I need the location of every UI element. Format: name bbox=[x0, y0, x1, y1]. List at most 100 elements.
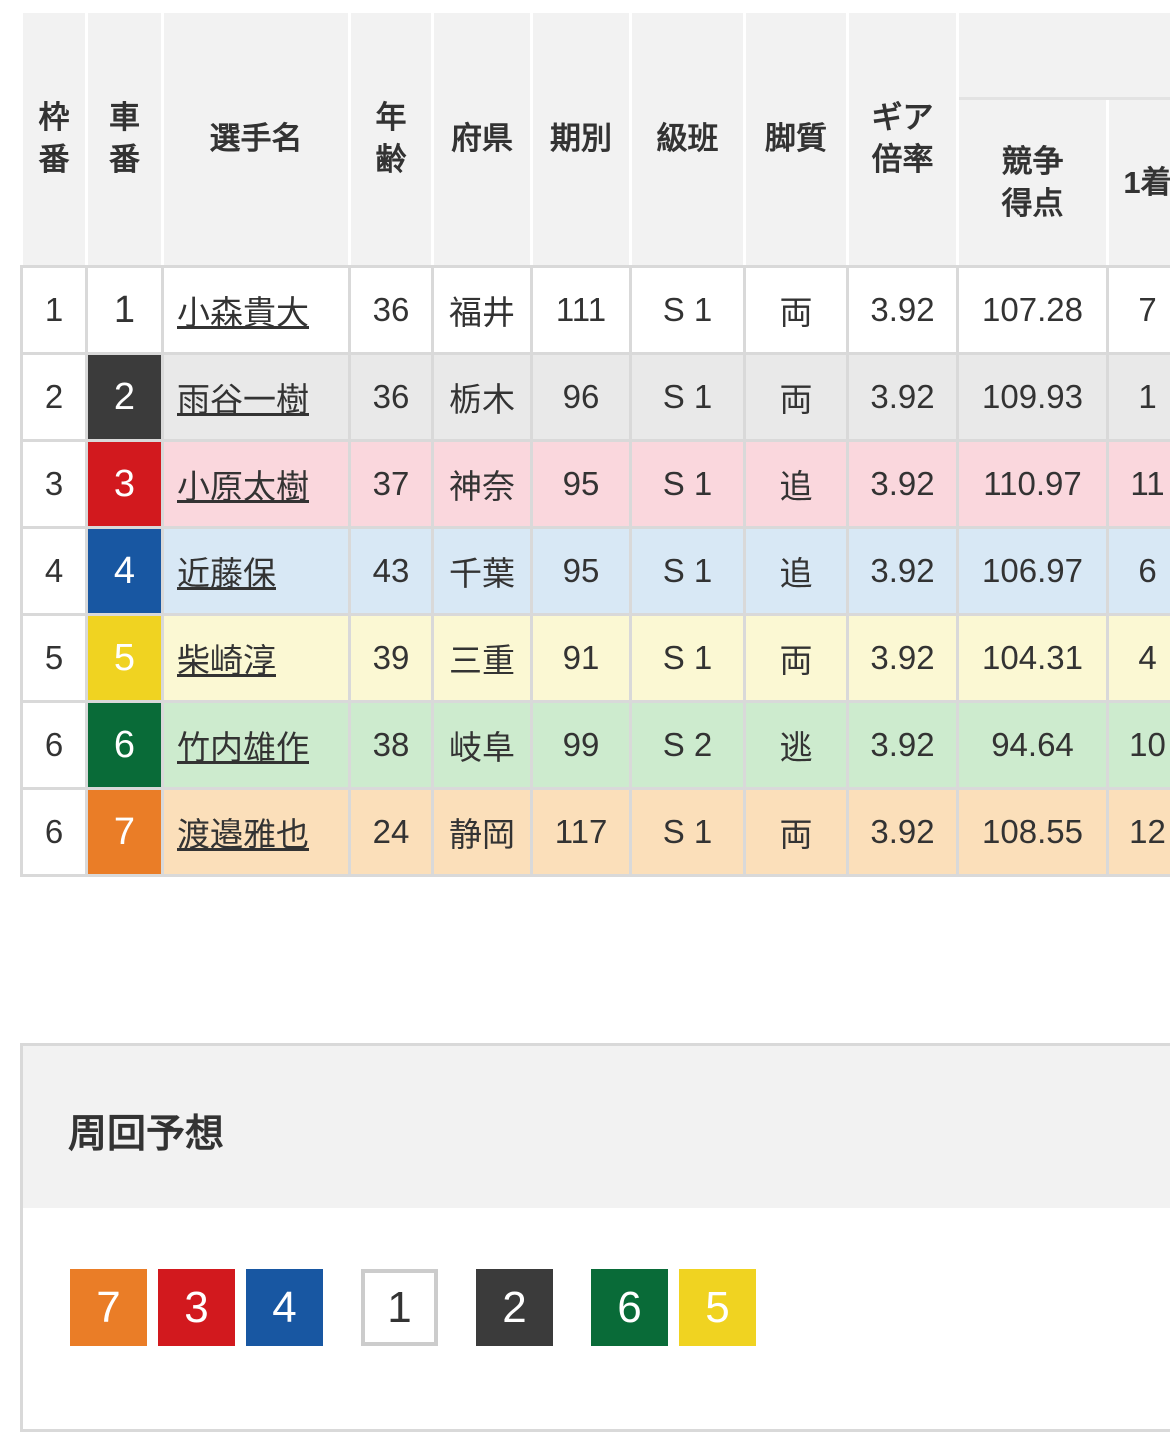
rider-prefecture: 栃木 bbox=[431, 352, 533, 442]
race-card-table-wrap: 枠 番 車 番 選手名 年 齢 府県 期別 級班 脚質 ギア 倍率 競争 得点 … bbox=[20, 10, 1170, 877]
rider-first-place-count: 11 bbox=[1106, 439, 1170, 529]
col-header-grade: 級班 bbox=[629, 10, 746, 268]
rider-name-link[interactable]: 雨谷一樹 bbox=[177, 381, 309, 418]
formation-group: 2 bbox=[476, 1269, 553, 1346]
car-number-badge: 7 bbox=[85, 787, 164, 877]
car-number-badge: 5 bbox=[85, 613, 164, 703]
car-number-badge: 2 bbox=[85, 352, 164, 442]
car-box-5: 5 bbox=[679, 1269, 756, 1346]
car-box-6: 6 bbox=[591, 1269, 668, 1346]
rider-name-cell: 小森貴大 bbox=[161, 265, 351, 355]
rider-age: 36 bbox=[348, 352, 434, 442]
rider-leg-style: 両 bbox=[743, 787, 849, 877]
rider-prefecture: 三重 bbox=[431, 613, 533, 703]
rider-age: 24 bbox=[348, 787, 434, 877]
rider-term: 95 bbox=[530, 526, 632, 616]
table-row: 5 5 柴崎淳 39 三重 91 S 1 両 3.92 104.31 4 bbox=[20, 613, 1170, 703]
formation-group: 1 bbox=[361, 1269, 438, 1346]
rider-name-cell: 雨谷一樹 bbox=[161, 352, 351, 442]
rider-points: 107.28 bbox=[956, 265, 1109, 355]
rider-term: 91 bbox=[530, 613, 632, 703]
rider-term: 99 bbox=[530, 700, 632, 790]
col-header-term: 期別 bbox=[530, 10, 632, 268]
table-row: 6 6 竹内雄作 38 岐阜 99 S 2 逃 3.92 94.64 10 bbox=[20, 700, 1170, 790]
rider-first-place-count: 12 bbox=[1106, 787, 1170, 877]
rider-age: 37 bbox=[348, 439, 434, 529]
rider-points: 108.55 bbox=[956, 787, 1109, 877]
table-row: 2 2 雨谷一樹 36 栃木 96 S 1 両 3.92 109.93 1 bbox=[20, 352, 1170, 442]
rider-name-cell: 渡邉雅也 bbox=[161, 787, 351, 877]
col-header-gear-ratio: ギア 倍率 bbox=[846, 10, 959, 268]
frame-number: 1 bbox=[20, 265, 88, 355]
rider-age: 43 bbox=[348, 526, 434, 616]
car-number-badge: 4 bbox=[85, 526, 164, 616]
rider-term: 117 bbox=[530, 787, 632, 877]
rider-prefecture: 福井 bbox=[431, 265, 533, 355]
rider-name-link[interactable]: 竹内雄作 bbox=[177, 729, 309, 766]
race-card-table: 枠 番 車 番 選手名 年 齢 府県 期別 級班 脚質 ギア 倍率 競争 得点 … bbox=[20, 10, 1170, 877]
rider-name-link[interactable]: 小原太樹 bbox=[177, 468, 309, 505]
table-header-row: 枠 番 車 番 選手名 年 齢 府県 期別 級班 脚質 ギア 倍率 bbox=[20, 10, 1170, 268]
car-box-3: 3 bbox=[158, 1269, 235, 1346]
col-header-prefecture: 府県 bbox=[431, 10, 533, 268]
rider-grade: S 1 bbox=[629, 526, 746, 616]
lap-prediction-title: 周回予想 bbox=[68, 1113, 225, 1156]
table-row: 4 4 近藤保 43 千葉 95 S 1 追 3.92 106.97 6 bbox=[20, 526, 1170, 616]
table-row: 1 1 小森貴大 36 福井 111 S 1 両 3.92 107.28 7 bbox=[20, 265, 1170, 355]
rider-prefecture: 千葉 bbox=[431, 526, 533, 616]
rider-grade: S 1 bbox=[629, 352, 746, 442]
lap-prediction-card: 周回予想 7 3 4 1 2 6 5 bbox=[20, 1043, 1170, 1432]
rider-name-cell: 小原太樹 bbox=[161, 439, 351, 529]
col-header-leg-style: 脚質 bbox=[743, 10, 849, 268]
car-box-4: 4 bbox=[246, 1269, 323, 1346]
rider-leg-style: 逃 bbox=[743, 700, 849, 790]
rider-gear-ratio: 3.92 bbox=[846, 613, 959, 703]
rider-name-link[interactable]: 小森貴大 bbox=[177, 294, 309, 331]
rider-gear-ratio: 3.92 bbox=[846, 526, 959, 616]
rider-name-cell: 近藤保 bbox=[161, 526, 351, 616]
formation-group: 7 3 4 bbox=[70, 1269, 323, 1346]
rider-gear-ratio: 3.92 bbox=[846, 352, 959, 442]
rider-leg-style: 追 bbox=[743, 526, 849, 616]
rider-term: 96 bbox=[530, 352, 632, 442]
frame-number: 5 bbox=[20, 613, 88, 703]
rider-gear-ratio: 3.92 bbox=[846, 265, 959, 355]
rider-grade: S 1 bbox=[629, 439, 746, 529]
col-header-frame: 枠 番 bbox=[20, 10, 88, 268]
frame-number: 6 bbox=[20, 700, 88, 790]
rider-first-place-count: 4 bbox=[1106, 613, 1170, 703]
rider-points: 109.93 bbox=[956, 352, 1109, 442]
table-row: 6 7 渡邉雅也 24 静岡 117 S 1 両 3.92 108.55 12 bbox=[20, 787, 1170, 877]
col-header-first-place: 1着 bbox=[1106, 97, 1170, 268]
rider-gear-ratio: 3.92 bbox=[846, 787, 959, 877]
rider-prefecture: 静岡 bbox=[431, 787, 533, 877]
rider-points: 104.31 bbox=[956, 613, 1109, 703]
frame-number: 4 bbox=[20, 526, 88, 616]
rider-name-link[interactable]: 柴崎淳 bbox=[177, 642, 276, 679]
lap-prediction-formation: 7 3 4 1 2 6 5 bbox=[23, 1208, 1170, 1346]
rider-points: 106.97 bbox=[956, 526, 1109, 616]
rider-first-place-count: 10 bbox=[1106, 700, 1170, 790]
rider-age: 38 bbox=[348, 700, 434, 790]
formation-group: 6 5 bbox=[591, 1269, 756, 1346]
rider-name-link[interactable]: 渡邉雅也 bbox=[177, 816, 309, 853]
lap-prediction-header: 周回予想 bbox=[23, 1046, 1170, 1208]
rider-grade: S 2 bbox=[629, 700, 746, 790]
frame-number: 6 bbox=[20, 787, 88, 877]
frame-number: 3 bbox=[20, 439, 88, 529]
rider-first-place-count: 6 bbox=[1106, 526, 1170, 616]
car-box-7: 7 bbox=[70, 1269, 147, 1346]
car-box-2: 2 bbox=[476, 1269, 553, 1346]
rider-leg-style: 追 bbox=[743, 439, 849, 529]
rider-name-link[interactable]: 近藤保 bbox=[177, 555, 276, 592]
rider-prefecture: 神奈 bbox=[431, 439, 533, 529]
car-number-badge: 6 bbox=[85, 700, 164, 790]
col-header-age: 年 齢 bbox=[348, 10, 434, 268]
rider-points: 94.64 bbox=[956, 700, 1109, 790]
rider-first-place-count: 7 bbox=[1106, 265, 1170, 355]
rider-term: 95 bbox=[530, 439, 632, 529]
rider-gear-ratio: 3.92 bbox=[846, 700, 959, 790]
rider-age: 36 bbox=[348, 265, 434, 355]
col-header-name: 選手名 bbox=[161, 10, 351, 268]
rider-term: 111 bbox=[530, 265, 632, 355]
